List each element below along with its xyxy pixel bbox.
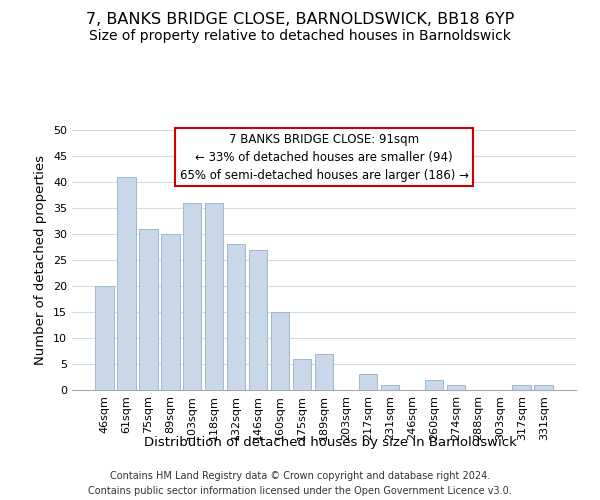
- Text: Contains public sector information licensed under the Open Government Licence v3: Contains public sector information licen…: [88, 486, 512, 496]
- Bar: [161, 234, 179, 390]
- Bar: [446, 385, 465, 390]
- Bar: [380, 385, 399, 390]
- Bar: [535, 385, 553, 390]
- Bar: [139, 229, 158, 390]
- Bar: [293, 359, 311, 390]
- Text: 7 BANKS BRIDGE CLOSE: 91sqm
← 33% of detached houses are smaller (94)
65% of sem: 7 BANKS BRIDGE CLOSE: 91sqm ← 33% of det…: [179, 132, 469, 182]
- Bar: [271, 312, 289, 390]
- Text: 7, BANKS BRIDGE CLOSE, BARNOLDSWICK, BB18 6YP: 7, BANKS BRIDGE CLOSE, BARNOLDSWICK, BB1…: [86, 12, 514, 28]
- Text: Contains HM Land Registry data © Crown copyright and database right 2024.: Contains HM Land Registry data © Crown c…: [110, 471, 490, 481]
- Bar: [512, 385, 531, 390]
- Bar: [249, 250, 268, 390]
- Bar: [117, 177, 136, 390]
- Bar: [425, 380, 443, 390]
- Text: Distribution of detached houses by size in Barnoldswick: Distribution of detached houses by size …: [143, 436, 517, 449]
- Y-axis label: Number of detached properties: Number of detached properties: [34, 155, 47, 365]
- Text: Size of property relative to detached houses in Barnoldswick: Size of property relative to detached ho…: [89, 29, 511, 43]
- Bar: [183, 203, 202, 390]
- Bar: [95, 286, 113, 390]
- Bar: [314, 354, 334, 390]
- Bar: [205, 203, 223, 390]
- Bar: [359, 374, 377, 390]
- Bar: [227, 244, 245, 390]
